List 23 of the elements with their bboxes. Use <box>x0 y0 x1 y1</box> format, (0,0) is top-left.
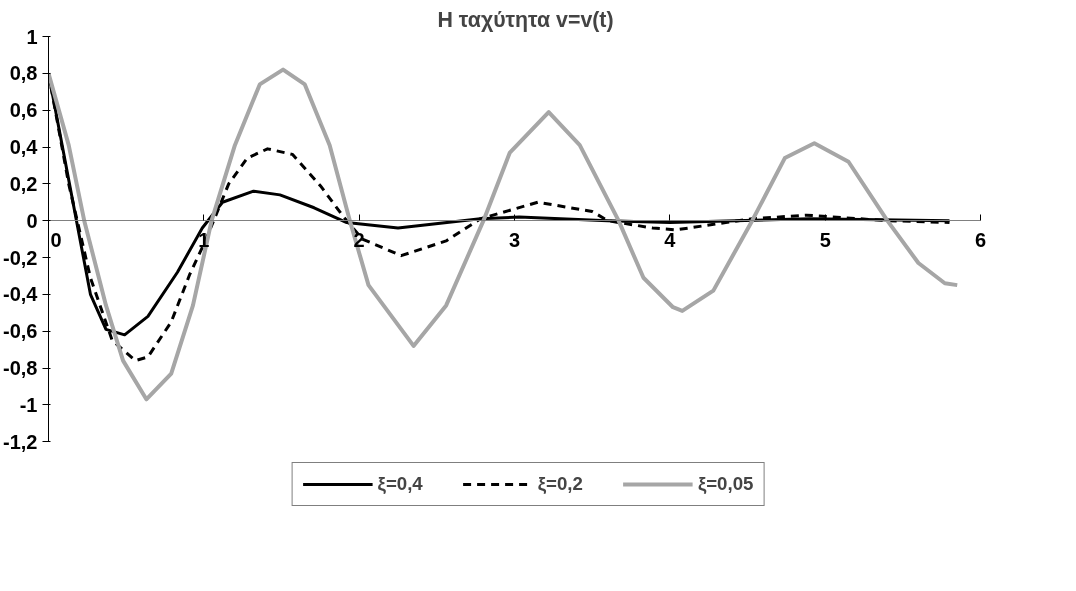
legend-label: ξ=0,2 <box>537 473 583 495</box>
y-tick-label: 0,8 <box>9 62 38 85</box>
y-tick-label: 1 <box>26 25 38 48</box>
x-tick-label: 5 <box>819 228 831 251</box>
x-tick-label: 0 <box>50 228 62 251</box>
chart-title: Η ταχύτητα v=v(t) <box>437 7 614 32</box>
y-tick-label: 0 <box>26 209 38 232</box>
y-tick-label: -0,8 <box>3 357 38 379</box>
x-tick-label: 2 <box>353 228 365 251</box>
y-tick-label: -0,4 <box>3 283 39 306</box>
y-tick-label: -1 <box>19 393 38 416</box>
x-tick-label: 6 <box>974 228 987 251</box>
legend-label: ξ=0,05 <box>697 473 754 495</box>
y-tick-label: -0,6 <box>3 320 38 343</box>
y-tick-label: -0,2 <box>3 246 38 269</box>
y-tick-label: 0,2 <box>9 172 38 195</box>
legend-label: ξ=0,4 <box>377 473 423 495</box>
x-tick-label: 1 <box>198 228 210 251</box>
y-tick-label: 0,4 <box>9 136 39 158</box>
x-tick-label: 4 <box>664 228 677 251</box>
x-tick-label: 3 <box>508 228 521 251</box>
y-tick-label: 0,6 <box>9 99 38 122</box>
y-tick-label: -1,2 <box>3 430 38 453</box>
